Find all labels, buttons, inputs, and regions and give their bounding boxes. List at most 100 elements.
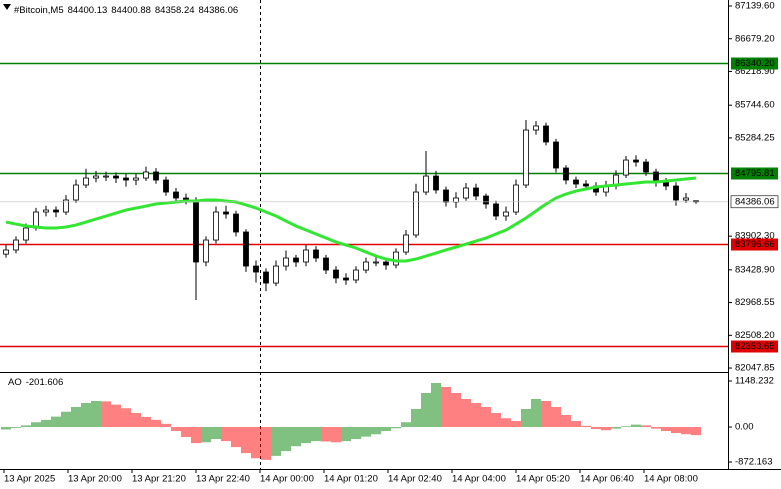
- candle-body: [513, 184, 519, 213]
- last-price-box: [730, 195, 779, 209]
- candle-body: [73, 184, 79, 201]
- x-tick-label: 14 Apr 00:00: [260, 474, 314, 485]
- chart-header: #Bitcoin,M5 84400.13 84400.88 84358.24 84386…: [14, 5, 238, 16]
- candle-body: [243, 231, 249, 267]
- candle-body: [213, 211, 219, 241]
- candle-body: [393, 251, 399, 266]
- y-tick-label: 82968.55: [735, 297, 775, 308]
- candle-body: [203, 239, 209, 263]
- candle-body: [673, 185, 679, 201]
- x-tick-label: 13 Apr 22:40: [196, 474, 250, 485]
- y-tick-label: 1148.232: [735, 376, 774, 387]
- candle-body: [363, 261, 369, 271]
- candle-body: [683, 197, 689, 201]
- candle-body: [63, 199, 69, 213]
- candle-body: [463, 187, 469, 199]
- candle-body: [103, 175, 109, 178]
- y-tick-label: 82047.85: [735, 363, 775, 374]
- level-label: 84795.81: [735, 168, 775, 179]
- candle-body: [473, 187, 479, 197]
- last-price-label: 84386.06: [735, 196, 775, 207]
- candle-body: [163, 179, 169, 193]
- candle-body: [543, 125, 549, 143]
- candle-body: [253, 265, 259, 273]
- candle-body: [193, 199, 199, 263]
- level-label: 82353.65: [735, 341, 775, 352]
- collapse-icon: [3, 4, 11, 10]
- candle-body: [273, 265, 279, 284]
- x-tick-label: 13 Apr 21:20: [132, 474, 186, 485]
- candle-body: [303, 249, 309, 263]
- candle-body: [403, 234, 409, 253]
- x-tick-label: 14 Apr 01:20: [324, 474, 378, 485]
- candle-body: [633, 159, 639, 163]
- y-tick-label: 87139.60: [735, 1, 775, 12]
- candle-body: [153, 171, 159, 181]
- level-label-box: [731, 238, 778, 251]
- candle-body: [123, 177, 129, 181]
- level-label: 83796.66: [735, 239, 775, 250]
- candle-body: [23, 227, 29, 241]
- indicator-title: AO -201.606: [8, 377, 63, 388]
- x-tick-label: 13 Apr 2025: [4, 474, 55, 485]
- candle-body: [333, 269, 339, 279]
- y-tick-label: 0.00: [735, 422, 754, 433]
- candle-body: [483, 195, 489, 205]
- y-tick-label: 83428.90: [735, 264, 775, 275]
- candle-body: [373, 261, 379, 264]
- candle-body: [643, 161, 649, 173]
- candle-body: [133, 177, 139, 181]
- y-tick-label: 85744.60: [735, 100, 775, 111]
- candle-body: [533, 125, 539, 131]
- header-high: 84400.88: [111, 5, 151, 16]
- candle-body: [423, 175, 429, 193]
- x-tick-label: 13 Apr 20:00: [68, 474, 122, 485]
- candle-body: [173, 191, 179, 199]
- level-label-box: [731, 57, 778, 70]
- moving-average: [5, 176, 697, 263]
- candle-body: [573, 179, 579, 185]
- candle-body: [553, 141, 559, 169]
- candle-body: [13, 239, 19, 251]
- candle-body: [263, 271, 269, 284]
- candle-body: [283, 257, 289, 267]
- symbol: #Bitcoin,M5: [14, 5, 64, 16]
- indicator-name: AO: [8, 377, 22, 388]
- level-label-box: [731, 340, 778, 353]
- candle-body: [493, 203, 499, 217]
- candle-body: [413, 191, 419, 236]
- y-tick-label: 85284.25: [735, 132, 775, 143]
- header-close: 84386.06: [199, 5, 239, 16]
- candle-body: [563, 167, 569, 181]
- x-tick-label: 14 Apr 08:00: [644, 474, 698, 485]
- candle-body: [623, 159, 629, 176]
- indicator-value: -201.606: [26, 377, 64, 388]
- x-tick-label: 14 Apr 04:00: [452, 474, 506, 485]
- candle-body: [433, 175, 439, 191]
- candle-body: [503, 211, 509, 217]
- candle-body: [293, 257, 299, 263]
- candle-body: [93, 175, 99, 179]
- candle-body: [83, 177, 89, 186]
- level-label-box: [731, 167, 778, 180]
- level-label: 86340.20: [735, 58, 775, 69]
- candle-body: [453, 197, 459, 203]
- y-tick-label: -872.163: [735, 457, 773, 468]
- candle-body: [233, 213, 239, 233]
- candle-body: [313, 249, 319, 259]
- y-tick-label: 86679.20: [735, 33, 775, 44]
- candle-body: [443, 189, 449, 203]
- x-tick-label: 14 Apr 06:40: [580, 474, 634, 485]
- candle-body: [143, 171, 149, 179]
- header-low: 84358.24: [155, 5, 195, 16]
- candle-body: [113, 175, 119, 179]
- y-tick-label: 86218.90: [735, 66, 775, 77]
- candle-body: [53, 209, 59, 213]
- y-tick-label: 82508.20: [735, 330, 775, 341]
- candle-body: [43, 209, 49, 213]
- candle-body: [583, 183, 589, 187]
- candle-body: [343, 277, 349, 281]
- header-open: 84400.13: [68, 5, 108, 16]
- candle-body: [383, 261, 389, 266]
